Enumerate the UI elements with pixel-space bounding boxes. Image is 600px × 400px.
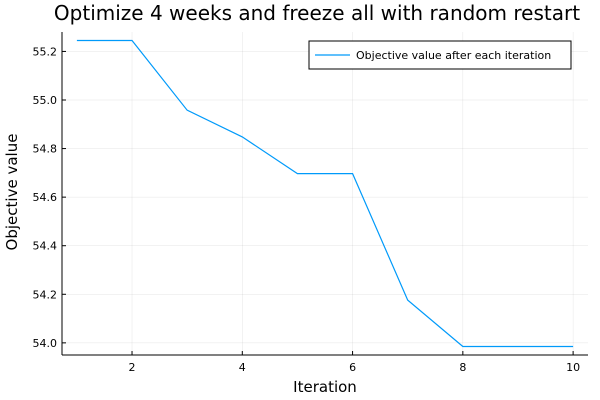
series-line-0 bbox=[76, 39, 574, 348]
x-tick-label: 4 bbox=[239, 361, 246, 374]
x-tick-label: 6 bbox=[349, 361, 356, 374]
ticks: 2 4 6 8 10 54.0 54.2 54.4 54.6 54.8 55.0 55.2 bbox=[33, 45, 581, 374]
y-tick-label: 54.0 bbox=[33, 337, 58, 350]
y-tick-label: 54.2 bbox=[33, 288, 58, 301]
y-tick-label: 55.0 bbox=[33, 94, 58, 107]
y-tick-label: 54.8 bbox=[33, 143, 58, 156]
y-tick-label: 54.6 bbox=[33, 191, 58, 204]
y-axis-label: Objective value bbox=[3, 134, 21, 251]
y-tick-label: 55.2 bbox=[33, 45, 58, 58]
y-tick-label: 54.4 bbox=[33, 240, 58, 253]
legend-entry-label: Objective value after each iteration bbox=[356, 49, 551, 62]
x-tick-label: 8 bbox=[459, 361, 466, 374]
legend: Objective value after each iteration bbox=[308, 40, 572, 70]
x-tick-label: 10 bbox=[566, 361, 580, 374]
x-axis-label: Iteration bbox=[293, 378, 357, 396]
x-tick-label: 2 bbox=[129, 361, 136, 374]
series-layer bbox=[76, 39, 574, 348]
axes bbox=[61, 32, 588, 356]
grid bbox=[62, 32, 588, 355]
legend-box bbox=[308, 40, 572, 70]
chart-title: Optimize 4 weeks and freeze all with ran… bbox=[54, 1, 580, 25]
